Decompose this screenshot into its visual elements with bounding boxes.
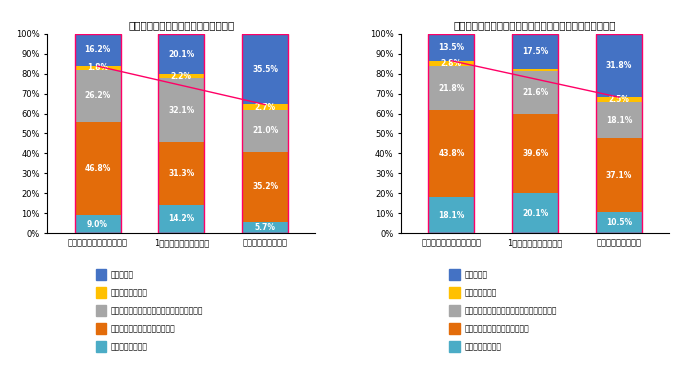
Bar [512, 193, 558, 233]
Text: わからない: わからない [464, 270, 487, 279]
Bar [74, 70, 120, 122]
Text: 積極的に選択する: 積極的に選択する [464, 342, 502, 351]
Bar [74, 34, 120, 233]
Text: 37.1%: 37.1% [606, 171, 632, 180]
Text: 46.8%: 46.8% [84, 164, 111, 173]
Bar [242, 105, 288, 110]
Bar [74, 215, 120, 233]
Text: 31.8%: 31.8% [606, 61, 632, 70]
Bar [429, 110, 475, 197]
Text: 18.1%: 18.1% [606, 116, 632, 125]
Bar [596, 138, 642, 212]
Text: 2.2%: 2.2% [171, 72, 192, 81]
Bar [429, 34, 475, 61]
Title: 従来の治療法と再生医療が選べる場合: 従来の治療法と再生医療が選べる場合 [128, 20, 235, 30]
Text: 2.5%: 2.5% [608, 95, 629, 104]
Bar [242, 222, 288, 233]
Text: 39.6%: 39.6% [522, 149, 548, 158]
Text: 5.7%: 5.7% [255, 223, 276, 232]
Bar [596, 34, 642, 97]
Text: 20.1%: 20.1% [168, 50, 195, 59]
Bar [429, 66, 475, 110]
Bar [158, 34, 204, 74]
Text: 1.8%: 1.8% [87, 64, 108, 73]
Text: 2.8%: 2.8% [441, 59, 462, 68]
Bar [158, 205, 204, 233]
Bar [158, 74, 204, 79]
Bar [74, 34, 120, 66]
Text: 21.8%: 21.8% [438, 83, 464, 92]
Text: 21.6%: 21.6% [522, 88, 548, 97]
Text: 17.5%: 17.5% [522, 47, 548, 56]
Bar [242, 33, 288, 233]
Text: 9.0%: 9.0% [87, 220, 108, 229]
Text: 医師の説明に納得すれば受ける: 医師の説明に納得すれば受ける [464, 324, 529, 333]
Bar [596, 97, 642, 102]
Text: 35.2%: 35.2% [252, 182, 279, 191]
Bar [242, 33, 288, 105]
Text: 医師の説明に納得すれば受ける: 医師の説明に納得すれば受ける [110, 324, 175, 333]
Text: 31.3%: 31.3% [168, 169, 195, 178]
Bar [512, 34, 558, 69]
Bar [242, 152, 288, 222]
Text: わからない: わからない [110, 270, 134, 279]
Bar [512, 69, 558, 71]
Text: 治療を受けない: 治療を受けない [464, 288, 497, 297]
Text: 35.5%: 35.5% [252, 65, 278, 74]
Text: 各種情報を自分で確かめて納得すれば受ける: 各種情報を自分で確かめて納得すれば受ける [464, 306, 557, 315]
Bar [242, 110, 288, 152]
Text: 2.7%: 2.7% [255, 103, 276, 112]
Text: 26.2%: 26.2% [84, 91, 111, 100]
Bar [158, 34, 204, 233]
Bar [429, 61, 475, 66]
Title: 従来の治療法が存在せず、再生医療のみが選択できる場合: 従来の治療法が存在せず、再生医療のみが選択できる場合 [454, 20, 617, 30]
Text: 各種情報を自分で確かめて納得すれば受ける: 各種情報を自分で確かめて納得すれば受ける [110, 306, 203, 315]
Bar [429, 197, 475, 233]
Text: 21.0%: 21.0% [252, 126, 279, 135]
Text: 積極的に選択する: 積極的に選択する [110, 342, 147, 351]
Bar [512, 34, 558, 233]
Bar [158, 143, 204, 205]
Text: 従来治療法を選択: 従来治療法を選択 [110, 288, 147, 297]
Text: 13.5%: 13.5% [438, 43, 464, 52]
Bar [596, 212, 642, 233]
Text: 43.8%: 43.8% [438, 149, 464, 158]
Text: 16.2%: 16.2% [84, 45, 111, 55]
Text: 32.1%: 32.1% [168, 106, 195, 115]
Bar [74, 122, 120, 215]
Bar [512, 71, 558, 114]
Text: 20.1%: 20.1% [522, 209, 548, 218]
Text: 14.2%: 14.2% [168, 214, 195, 223]
Bar [429, 34, 475, 233]
Bar [158, 79, 204, 143]
Bar [596, 102, 642, 138]
Bar [596, 34, 642, 233]
Bar [74, 66, 120, 70]
Bar [512, 114, 558, 193]
Text: 18.1%: 18.1% [438, 211, 464, 220]
Text: 10.5%: 10.5% [606, 218, 632, 227]
